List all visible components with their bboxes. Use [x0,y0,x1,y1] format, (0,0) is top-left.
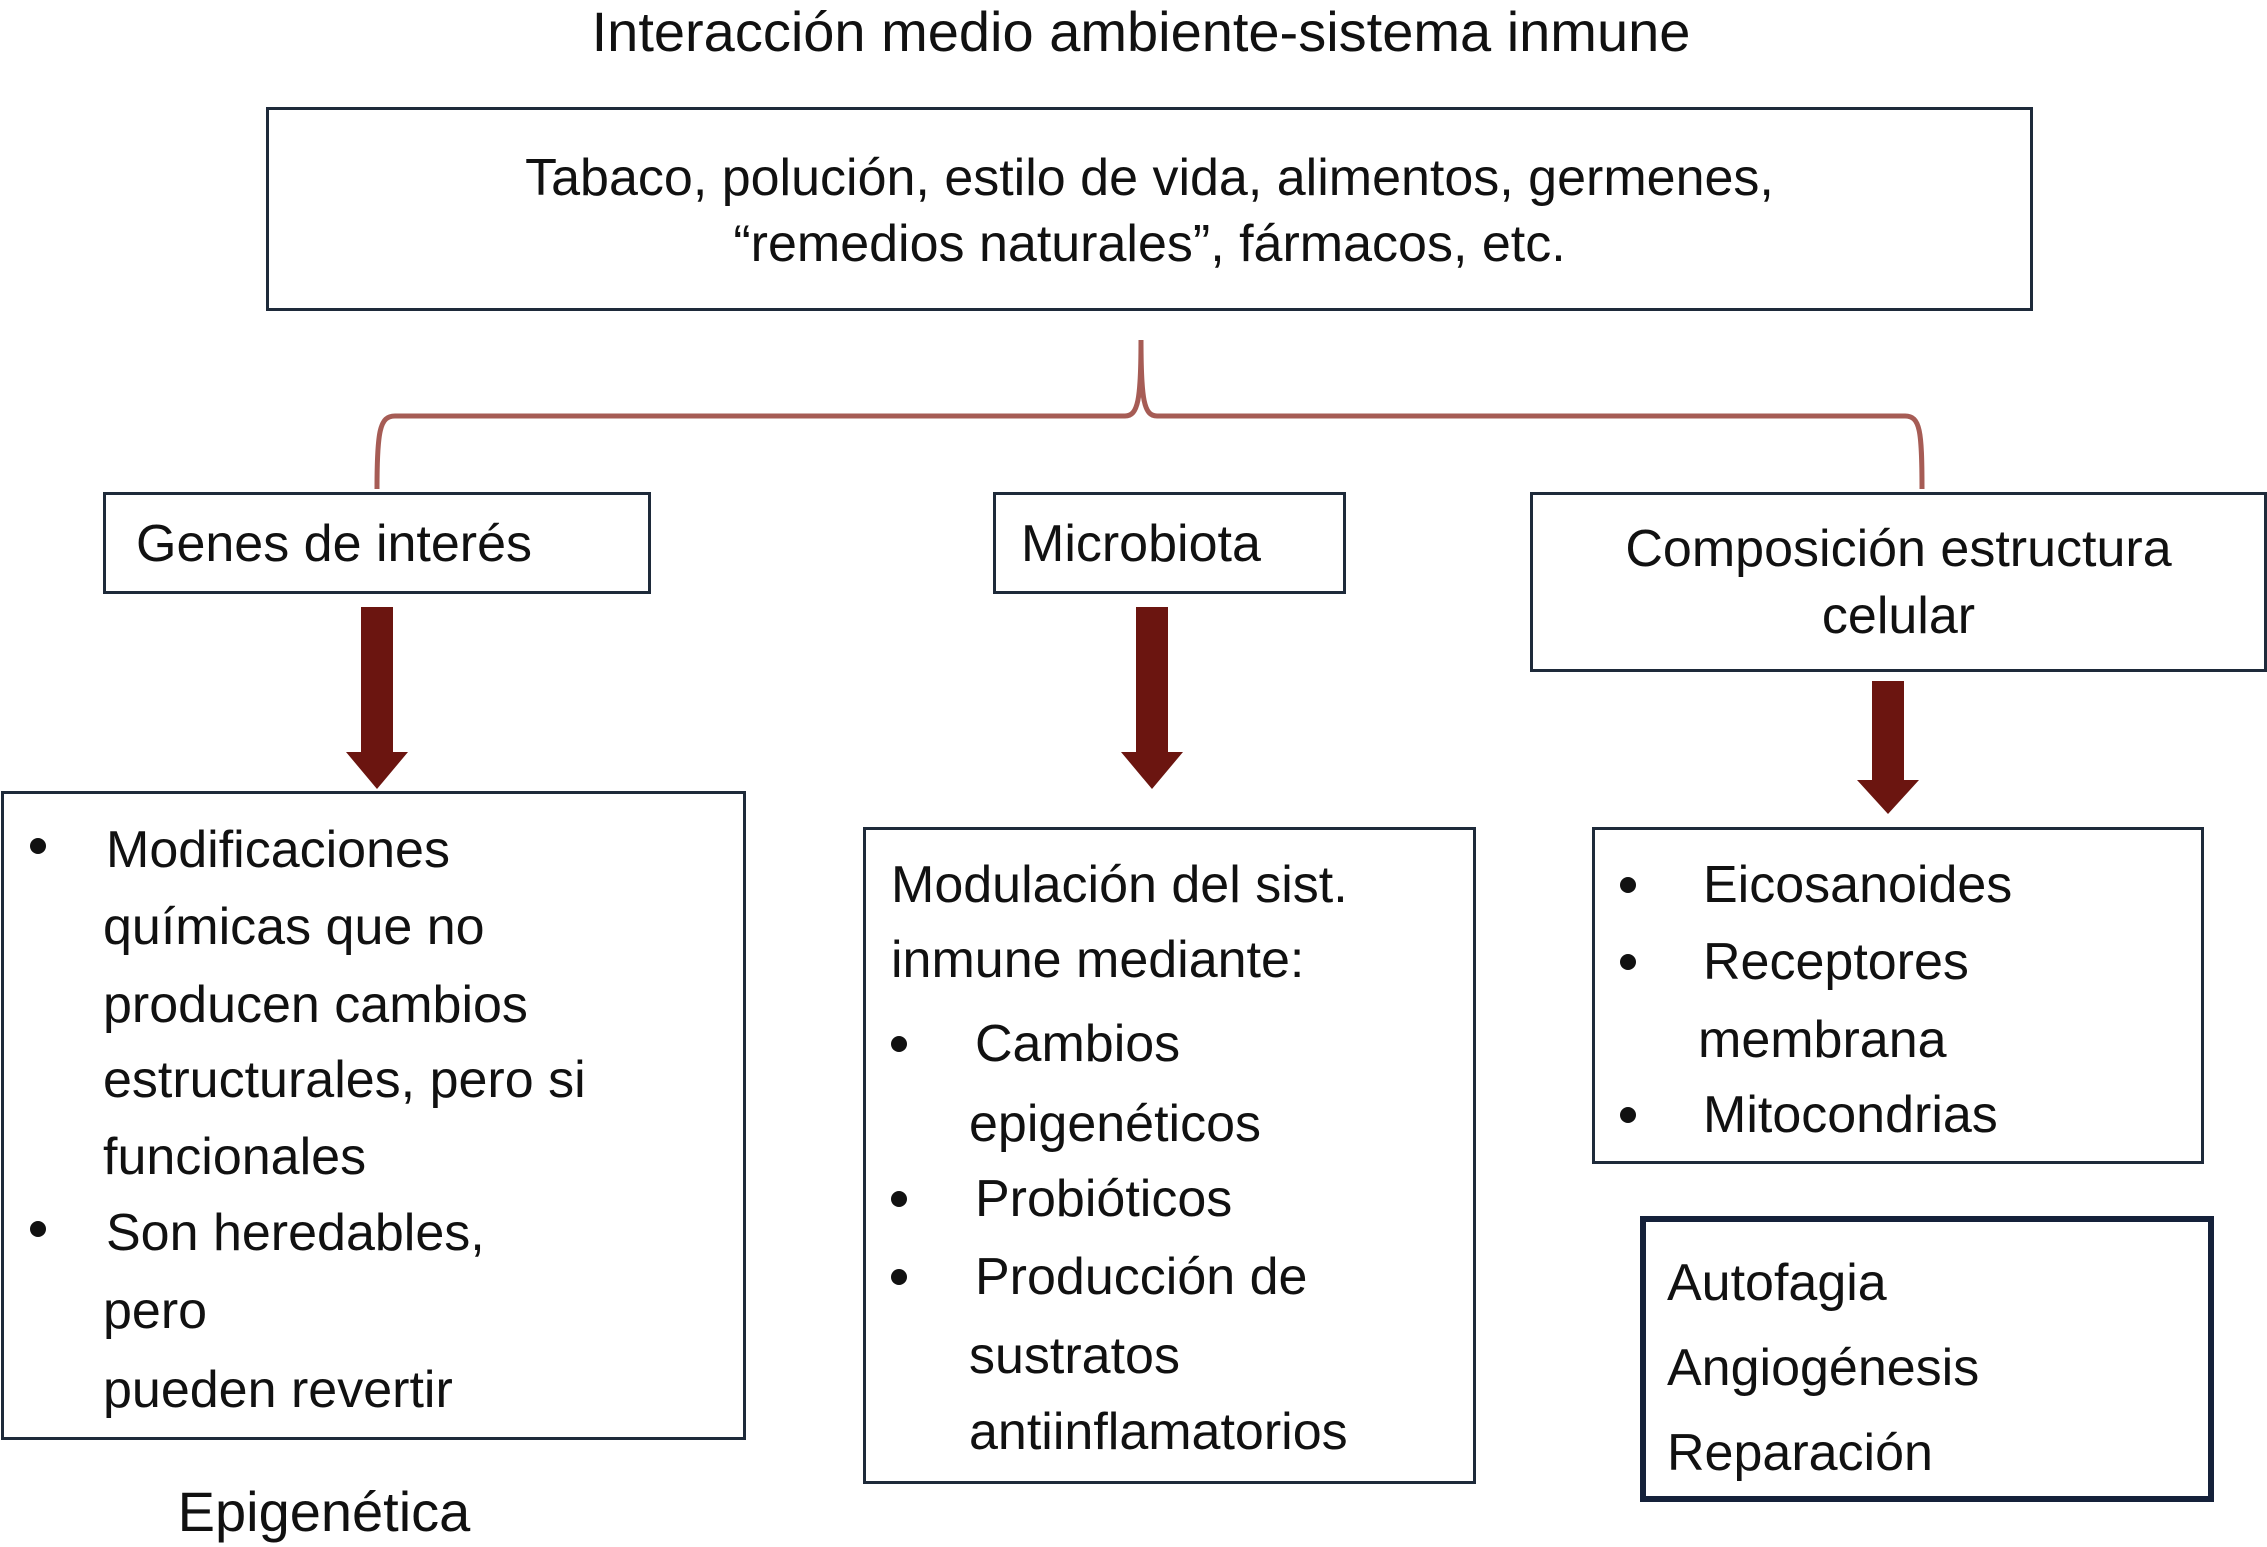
genes-box: Genes de interés [103,492,651,594]
list-item: membrana [1698,1011,1947,1069]
list-item: funcionales [103,1128,367,1186]
list-item: estructurales, pero si [103,1051,586,1109]
microbiota-label: Microbiota [1021,515,1261,573]
list-item: epigenéticos [969,1095,1261,1153]
list-item: Mitocondrias [1703,1086,1998,1144]
bullet-icon [891,1269,907,1285]
arrow-down-icon [1857,681,1919,814]
cell-structure-box: Composición estructura celular [1530,492,2267,672]
list-item: producen cambios [103,976,528,1034]
list-item: Eicosanoides [1703,856,2013,914]
bullet-icon [891,1036,907,1052]
process-item: Angiogénesis [1667,1339,1980,1397]
list-item: pero [103,1282,208,1340]
list-item: sustratos [969,1327,1180,1385]
list-item: Probióticos [975,1170,1233,1228]
list-item: Producción de [975,1248,1308,1306]
process-item: Reparación [1667,1424,1933,1482]
epigenetics-box [1,791,746,1440]
intro-text: inmune mediante: [891,931,1305,989]
list-item: antiinflamatorios [969,1403,1348,1461]
list-item: Son heredables, [106,1204,485,1262]
process-box [1640,1216,2214,1502]
bullet-icon [1620,1107,1636,1123]
bullet-icon [30,1221,46,1237]
microbiota-detail-box [863,827,1476,1484]
process-item: Autofagia [1667,1254,1887,1312]
list-item: Modificaciones [106,821,450,879]
bullet-icon [1620,954,1636,970]
environment-factors-box: Tabaco, polución, estilo de vida, alimen… [266,107,2033,311]
list-item: Cambios [975,1015,1181,1073]
bullet-icon [1620,877,1636,893]
epigenetics-caption: Epigenética [177,1480,471,1543]
list-item: pueden revertir [103,1361,453,1419]
intro-text: Modulación del sist. [891,856,1348,914]
factors-line: “remedios naturales”, fármacos, etc. [733,215,1566,273]
cell-structure-label: celular [1821,587,1976,645]
bullet-icon [30,838,46,854]
list-item: Receptores [1703,933,1969,991]
microbiota-box: Microbiota [993,492,1346,594]
cell-structure-label: Composición estructura [1625,520,2172,578]
arrow-down-icon [1121,607,1183,789]
arrow-down-icon [346,607,408,789]
genes-label: Genes de interés [136,515,533,573]
cell-detail-box [1592,827,2204,1164]
list-item: químicas que no [103,898,485,956]
factors-line: Tabaco, polución, estilo de vida, alimen… [525,149,1774,207]
bullet-icon [891,1191,907,1207]
diagram-title: Interacción medio ambiente-sistema inmun… [591,0,1691,63]
brace-connector [374,339,1925,490]
